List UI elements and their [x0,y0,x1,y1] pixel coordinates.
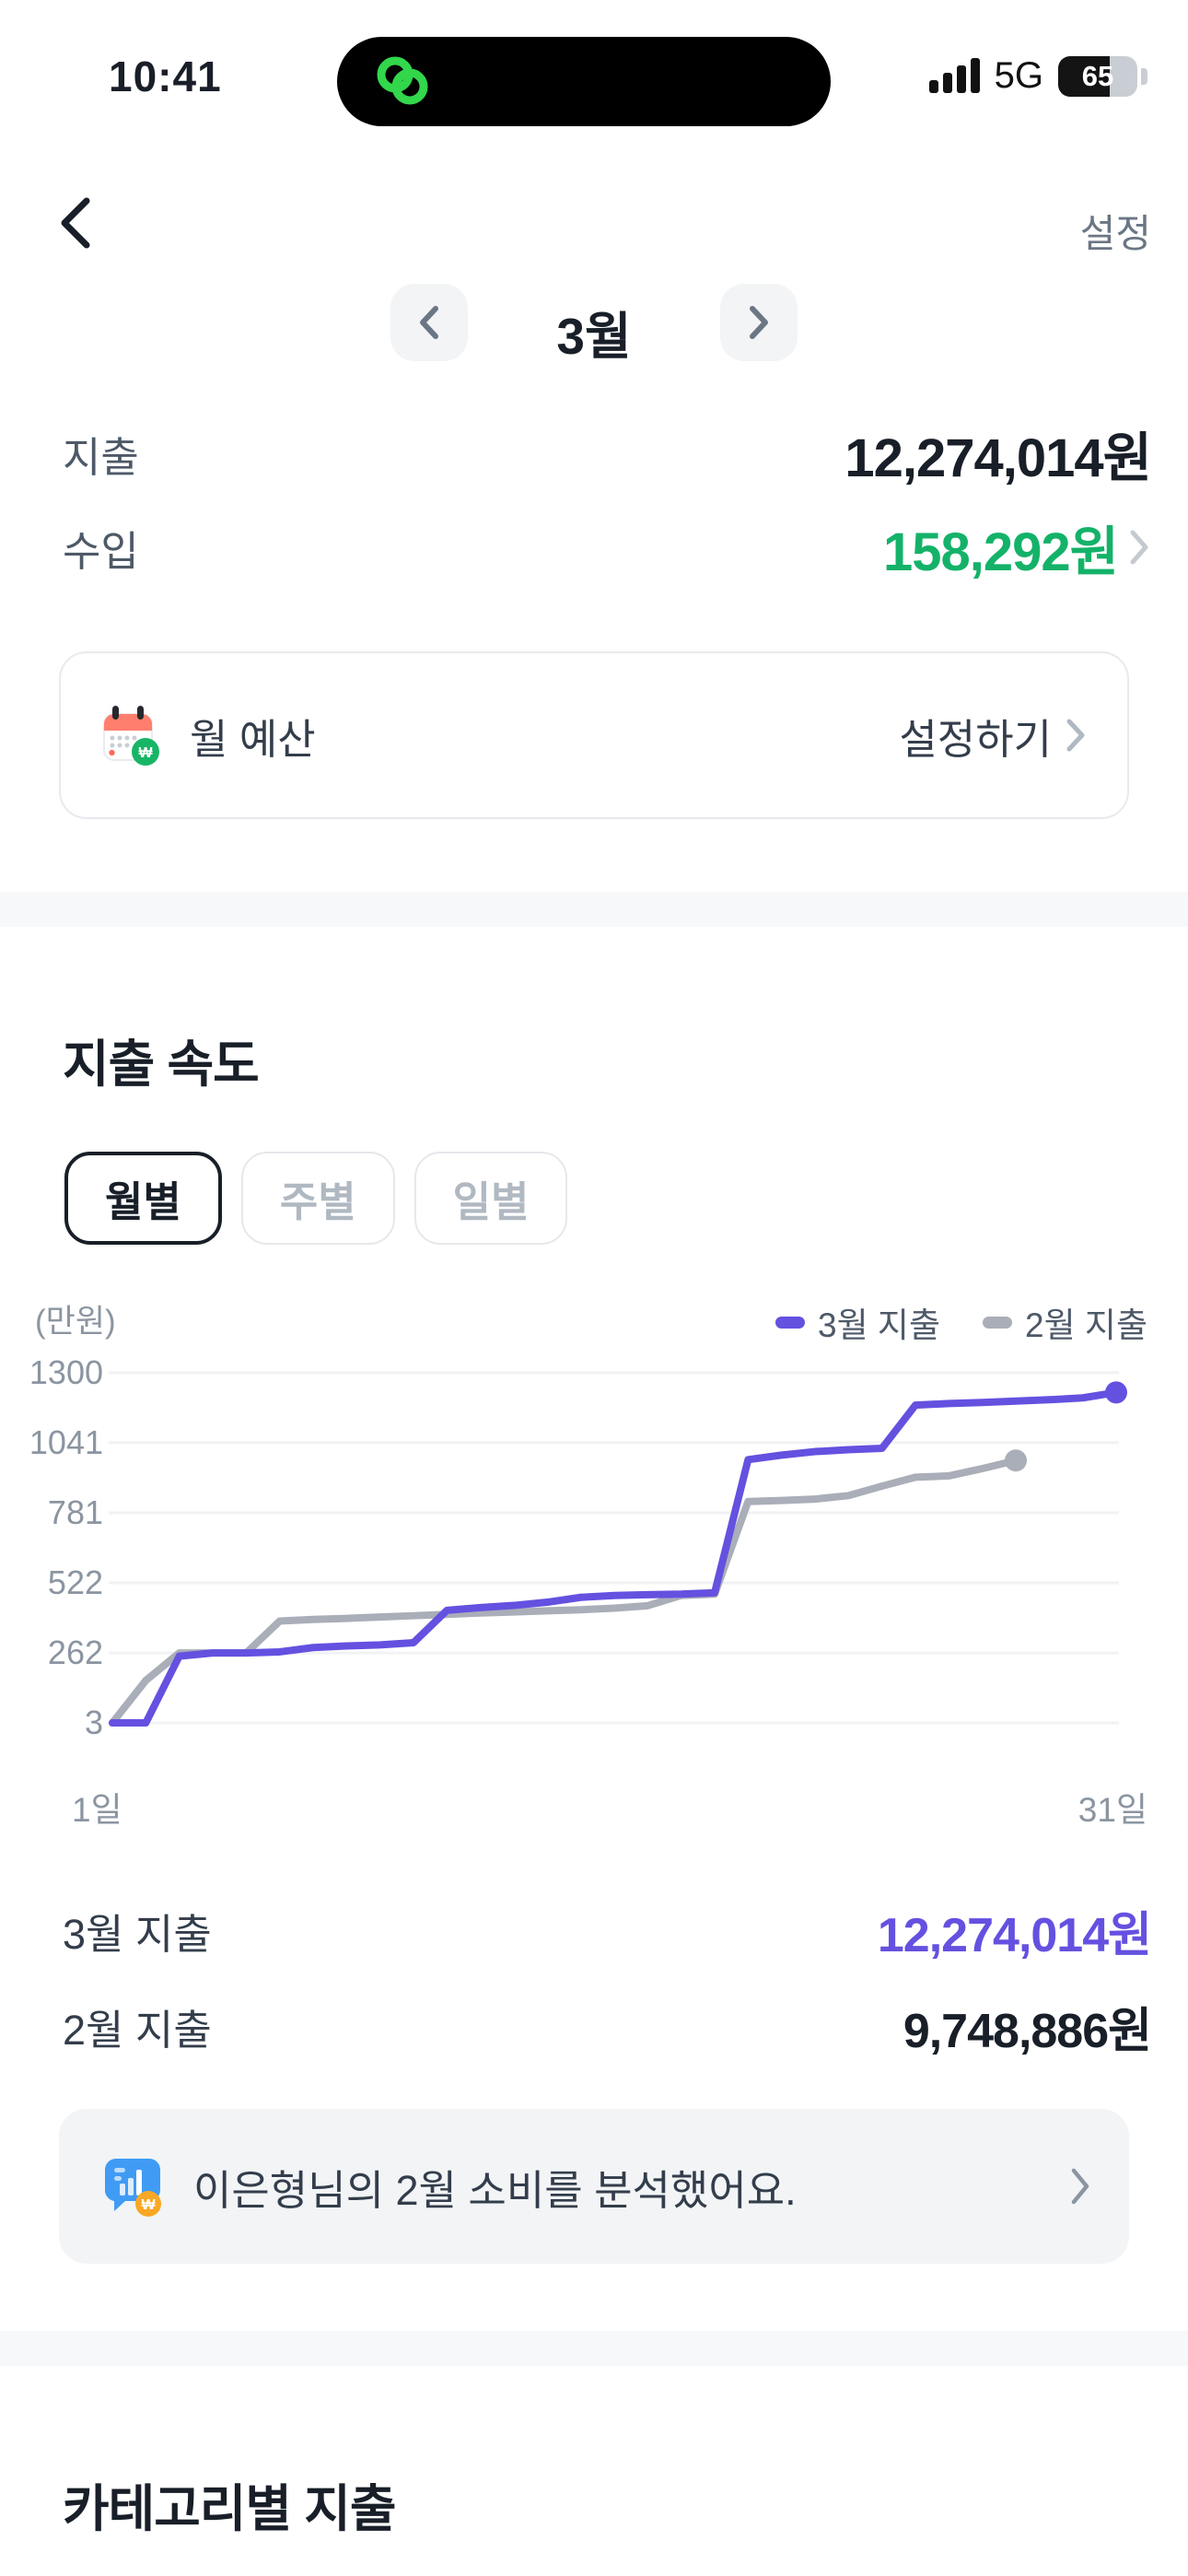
march-expense-label: 3월 지출 [63,1911,212,1958]
network-type: 5G [994,55,1043,96]
legend-label: 3월 지출 [818,1306,941,1344]
march-expense-row: 3월 지출 12,274,014원 [63,1896,1152,1965]
prev-month-button[interactable] [390,284,468,361]
chevron-left-icon [420,306,438,339]
month-navigation: 3월 [0,284,1188,365]
budget-setup-button[interactable]: 설정하기 [899,715,1052,763]
legend-label: 2월 지출 [1025,1306,1147,1344]
legend-dash-gray [983,1316,1013,1329]
y-tick-label: 1300 [29,1353,103,1391]
monthly-budget-card[interactable]: ₩ 월 예산 설정하기 [59,651,1129,819]
legend-item-february: 2월 지출 [983,1297,1147,1347]
section-divider [0,2331,1188,2366]
analysis-banner[interactable]: ₩ 이은형님의 2월 소비를 분석했어요. [59,2109,1129,2264]
chart-line-3월 지출 [109,1388,1120,1727]
dynamic-island [337,37,831,126]
chart-line-2월 지출 [109,1457,1019,1727]
analysis-chart-bubble-icon: ₩ [104,2159,161,2217]
y-tick-label: 1041 [29,1423,103,1461]
march-expense-value: 12,274,014원 [877,1909,1152,1962]
x-axis-max-label: 31일 [1077,1791,1147,1829]
status-time: 10:41 [109,53,222,100]
link-icon [377,56,428,105]
legend-item-march: 3월 지출 [775,1297,940,1347]
current-month-label: 3월 [556,308,632,365]
category-section-title: 카테고리별 지출 [63,2480,396,2537]
analysis-banner-text: 이은형님의 2월 소비를 분석했어요. [193,2166,797,2214]
expense-value: 12,274,014원 [844,428,1152,488]
back-icon [61,197,90,249]
chart-end-dot [1005,1449,1027,1472]
back-button[interactable] [57,193,112,252]
battery-icon: 65 [1058,55,1137,97]
battery-percent: 65 [1081,59,1114,92]
section-divider [0,892,1188,927]
chevron-right-icon [1071,2168,1089,2205]
chevron-right-icon [750,306,768,339]
line-chart-svg [109,1371,1127,1727]
expense-label: 지출 [63,433,139,481]
chart-unit-label: (만원) [35,1304,116,1340]
y-tick-label: 781 [47,1493,103,1532]
y-tick-label: 522 [47,1563,103,1601]
chart-end-dot [1105,1381,1127,1404]
y-tick-label: 262 [47,1633,103,1672]
settings-button[interactable]: 설정 [1079,212,1151,255]
chevron-right-icon [1066,719,1085,752]
income-value: 158,292원 [882,522,1119,582]
svg-text:₩: ₩ [141,2197,156,2213]
budget-label: 월 예산 [190,715,316,763]
period-tabs: 월별 주별 일별 [64,1152,568,1245]
calendar-icon: ₩ [103,706,159,766]
tab-daily[interactable]: 일별 [413,1152,568,1245]
chart-legend: 3월 지출 2월 지출 [775,1297,1147,1347]
legend-dash-purple [775,1316,806,1329]
spending-line-chart [0,1345,1188,1769]
tab-monthly[interactable]: 월별 [64,1152,222,1245]
february-expense-value: 9,748,886원 [903,2005,1152,2058]
battery-nub [1141,67,1147,85]
income-summary-row[interactable]: 수입 158,292원 [63,509,1151,586]
expense-summary-row: 지출 12,274,014원 [63,415,1152,492]
income-label: 수입 [63,527,139,575]
y-tick-label: 3 [84,1704,103,1741]
speed-section-title: 지출 속도 [63,1036,260,1093]
tab-weekly[interactable]: 주별 [240,1152,395,1245]
signal-icon [928,57,980,95]
chevron-right-icon [1130,530,1148,565]
february-expense-label: 2월 지출 [63,2007,212,2054]
x-axis-min-label: 1일 [72,1791,122,1829]
next-month-button[interactable] [720,284,798,361]
statusbar-right: 5G 65 [928,55,1147,97]
svg-text:₩: ₩ [138,745,153,761]
february-expense-row: 2월 지출 9,748,886원 [63,1992,1152,2061]
